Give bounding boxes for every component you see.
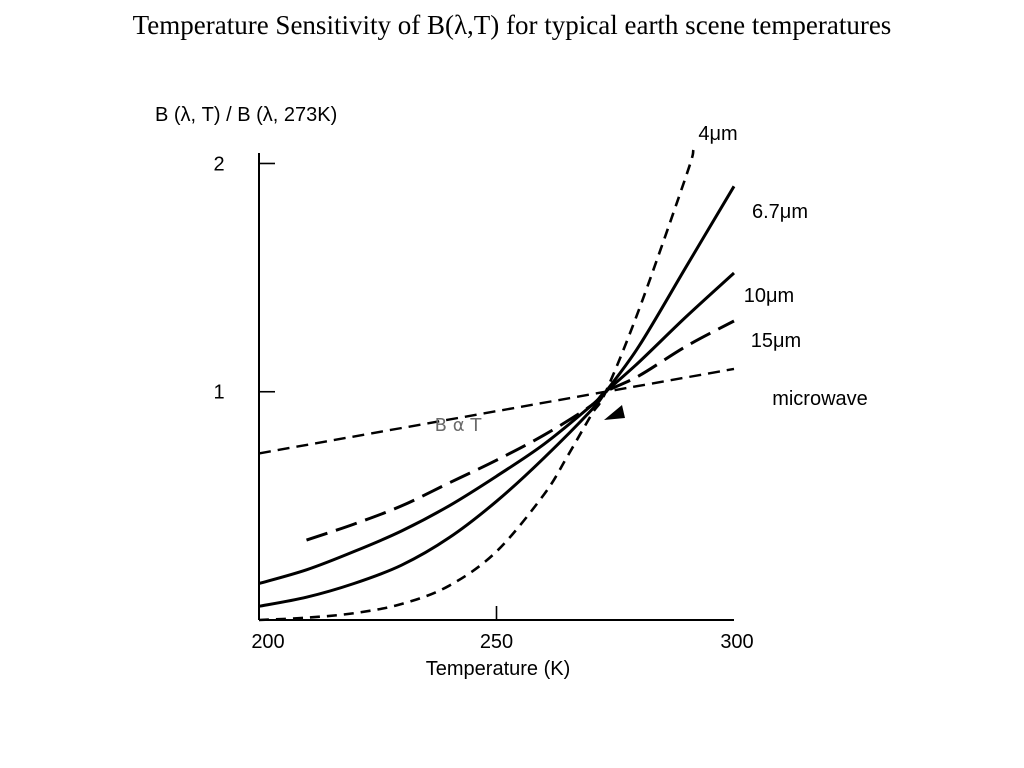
x-axis-label: Temperature (K)	[425, 658, 571, 680]
x-tick-label: 200	[251, 631, 284, 653]
series-label: microwave	[772, 388, 868, 410]
series-line-67m	[258, 185, 736, 608]
series-line-10m	[258, 271, 736, 585]
slide-title: Temperature Sensitivity of B(λ,T) for ty…	[132, 10, 892, 40]
series-label: 6.7μm	[752, 201, 808, 223]
y-axis-label: B (λ, T) / B (λ, 273K)	[155, 104, 338, 126]
x-tick-label: 250	[480, 631, 513, 653]
convergence-arrow	[604, 405, 625, 420]
x-tick-label: 300	[720, 631, 753, 653]
series-label: 15μm	[751, 330, 801, 352]
series-line-microwave	[258, 367, 735, 455]
series-label: 4μm	[698, 123, 737, 145]
b-alpha-t-annotation: B α T	[435, 415, 483, 436]
y-tick-label: 2	[213, 153, 224, 175]
y-tick-label: 1	[213, 382, 224, 404]
series-label: 10μm	[744, 285, 794, 307]
series-line-4m	[258, 149, 695, 622]
series-line-15m	[306, 319, 735, 542]
